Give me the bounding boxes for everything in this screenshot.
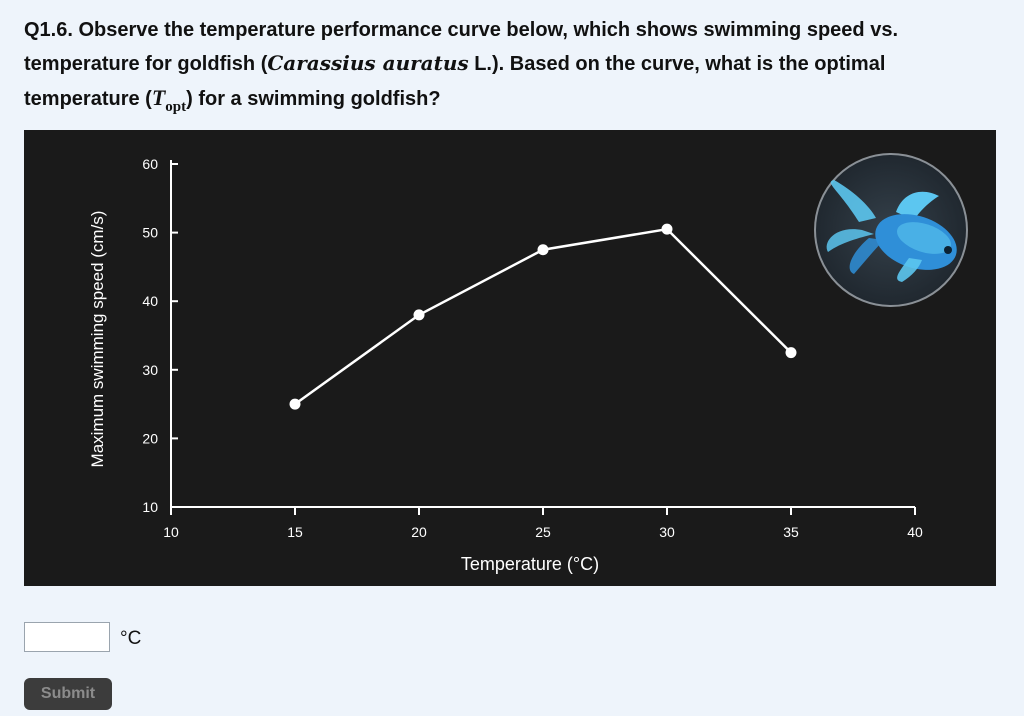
y-axis-label: Maximum swimming speed (cm/s) [88,211,107,468]
t-opt-subscript: opt [165,99,187,115]
fish-tail-fin [826,229,874,252]
t-opt-symbol: T [151,85,166,110]
x-axis-label: Temperature (°C) [461,554,599,574]
data-point [289,398,301,410]
y-tick-label: 30 [142,362,158,378]
x-tick-label: 30 [659,524,675,540]
y-tick-label: 20 [142,430,158,446]
fish-eye [944,246,952,254]
y-tick-label: 50 [142,225,158,241]
x-tick-label: 10 [163,524,179,540]
fish-tail-fin [849,238,884,274]
goldfish-image [814,153,968,307]
series-line [294,227,792,406]
data-point [785,347,797,359]
x-tick-label: 40 [907,524,923,540]
x-tick-label: 15 [287,524,303,540]
temperature-performance-chart: 10 20 30 40 50 60 10 15 20 25 30 35 40 Temperature (… [88,153,968,574]
data-point [413,309,425,321]
chart-ticks: 10 20 30 40 50 60 10 15 20 25 30 35 40 [142,156,923,540]
answer-input[interactable] [24,622,110,652]
y-tick-label: 40 [142,293,158,309]
y-tick-label: 10 [142,499,158,515]
question-lead: Q1.6. Observe the temperature performanc… [24,19,898,75]
question-text: Q1.6. Observe the temperature performanc… [24,14,1004,124]
x-tick-label: 35 [783,524,799,540]
question-tail: ) for a swimming goldfish? [186,88,441,110]
x-tick-label: 25 [535,524,551,540]
chart-panel: 10 20 30 40 50 60 10 15 20 25 30 35 40 Temperature (… [24,130,996,586]
chart-axes [170,160,915,508]
data-point [537,244,549,256]
fish-body-highlight [897,222,951,254]
submit-button[interactable]: Submit [24,678,112,710]
x-tick-label: 20 [411,524,427,540]
answer-unit: °C [120,628,142,649]
data-point [661,223,673,235]
y-tick-label: 60 [142,156,158,172]
fish-dorsal-fin [896,191,939,220]
question-middle: L.). Based on the curve, what is the opt… [24,53,886,110]
fish-tail-fin [830,180,876,222]
chart-series [289,223,797,410]
fish-pectoral-fin [897,258,922,282]
species-name: Carassius auratus [267,51,469,75]
